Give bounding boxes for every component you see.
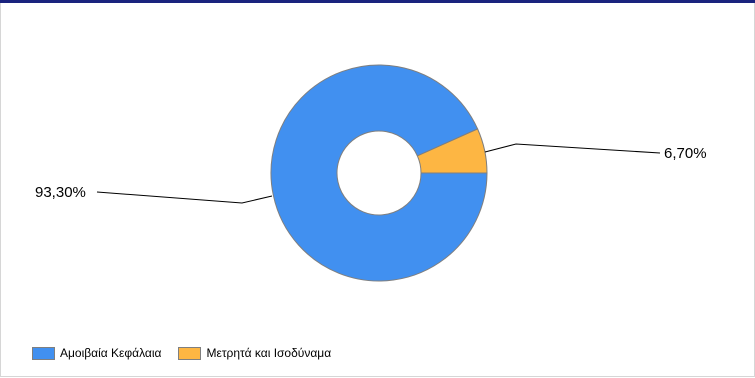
legend-swatch-cash — [178, 346, 202, 360]
top-border — [0, 0, 755, 3]
legend-label-cash: Μετρητά και Ισοδύναμα — [206, 346, 332, 360]
leader-line-mutual-funds — [96, 191, 273, 204]
legend-label-mutual-funds: Αμοιβαία Κεφάλαια — [60, 346, 162, 360]
chart-legend: Αμοιβαία Κεφάλαια Μετρητά και Ισοδύναμα — [32, 346, 348, 360]
data-label-cash: 6,70% — [664, 145, 707, 162]
donut-slice-mutual-funds — [270, 64, 488, 282]
legend-item-mutual-funds: Αμοιβαία Κεφάλαια — [32, 346, 161, 360]
legend-item-cash: Μετρητά και Ισοδύναμα — [178, 346, 331, 360]
data-label-mutual-funds: 93,30% — [35, 184, 86, 201]
legend-swatch-mutual-funds — [32, 346, 55, 360]
leader-line-cash — [484, 143, 661, 154]
